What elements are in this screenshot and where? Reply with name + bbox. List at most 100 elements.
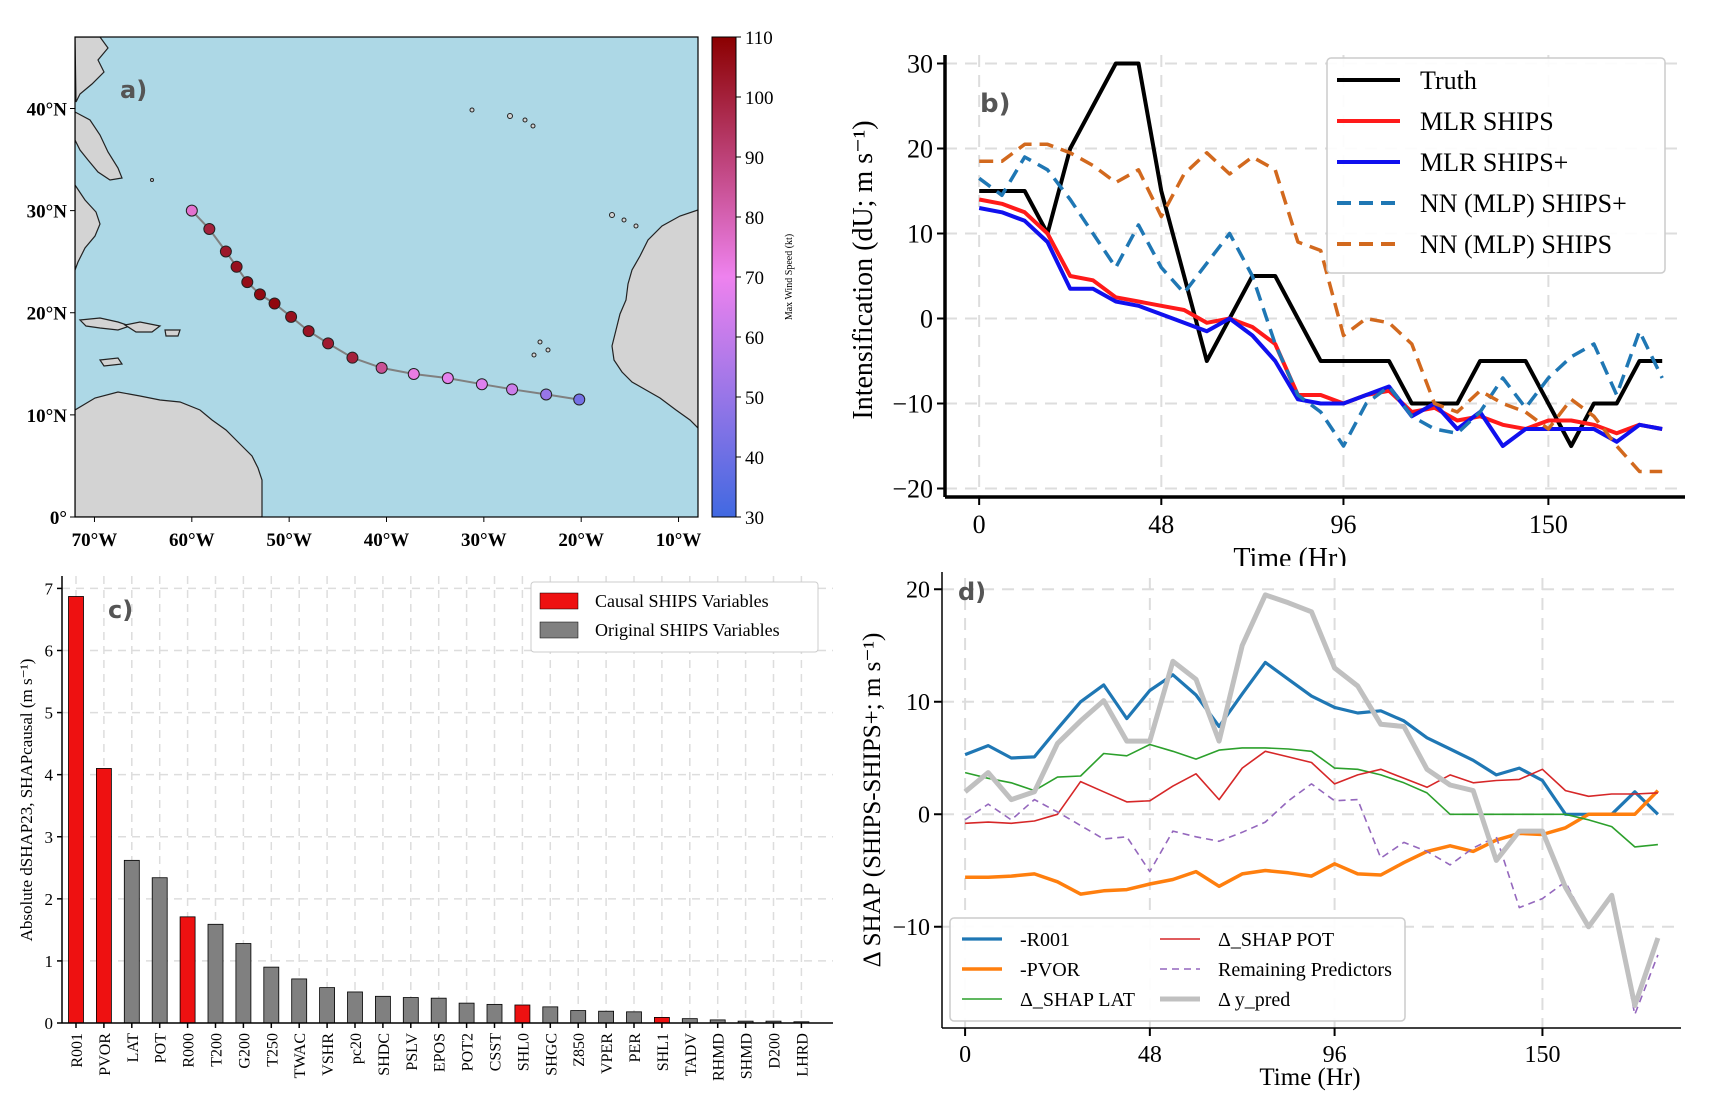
map-ytick-label: 30°N <box>27 202 68 223</box>
legend-swatch-original <box>539 621 579 639</box>
c-xtick-label: LHRD <box>794 1033 811 1077</box>
colorbar-tick-label: 110 <box>745 28 773 49</box>
b-ylabel: Intensification (dU; m s⁻¹) <box>848 120 879 419</box>
track-point <box>573 393 586 406</box>
colorbar-tick-label: 100 <box>745 88 774 109</box>
b-series <box>978 61 1664 474</box>
y-tick-label: 30 <box>907 50 933 79</box>
b-legend-label-0: Truth <box>1420 66 1477 95</box>
bar-LAT <box>123 859 140 1024</box>
series-line-0 <box>979 61 1663 448</box>
track-point <box>506 383 519 396</box>
c-xtick-label: SHDC <box>376 1033 393 1076</box>
panel-a-map: 70°W 60°W 50°W 40°W 30°W 20°W 10°W 40°N 30°N 20°N… <box>27 28 795 551</box>
bar-T250 <box>263 966 280 1024</box>
c-axis-ticks: 0 1 2 3 4 5 6 7 R001 PVOR LAT POT R000 T200 G200 T250 TW… <box>45 579 812 1081</box>
track-point <box>302 325 315 338</box>
bar-SHDC <box>374 995 391 1024</box>
c-xtick-label: SHL0 <box>515 1033 532 1071</box>
d-legend-label-1: -PVOR <box>1020 959 1081 981</box>
colorbar <box>711 36 737 518</box>
y-tick-label: −10 <box>892 390 933 419</box>
c-xtick-label: POT <box>153 1033 170 1063</box>
bar-T200 <box>207 923 224 1024</box>
bar-PSLV <box>402 997 419 1024</box>
c-xtick-label: VPER <box>599 1033 616 1074</box>
d-legend: -R001 -PVOR Δ_SHAP LAT Δ_SHAP POT Remaining … <box>949 917 1406 1022</box>
c-xtick-label: D200 <box>767 1033 784 1069</box>
legend-original: Original SHIPS Variables <box>595 620 780 640</box>
c-xtick-label: pc20 <box>348 1033 365 1064</box>
track-point <box>407 368 420 381</box>
c-xtick-label: VSHR <box>320 1033 337 1076</box>
panel-label-d: d) <box>958 578 986 606</box>
c-xtick-label: SHMD <box>739 1033 756 1079</box>
series-line-3 <box>978 155 1664 448</box>
map-axis-ticks: 70°W 60°W 50°W 40°W 30°W 20°W 10°W 40°N 30°N 20°N… <box>27 99 702 551</box>
map-ytick-label: 0° <box>50 508 67 529</box>
series-line-4 <box>979 142 1663 474</box>
bar-PER <box>626 1011 642 1024</box>
bar-CSST <box>486 1003 503 1024</box>
d-series <box>963 592 1661 1016</box>
panel-label-c: c) <box>108 596 133 624</box>
bar-POT2 <box>458 1002 475 1024</box>
legend-causal: Causal SHIPS Variables <box>595 591 769 611</box>
panel-label-b: b) <box>980 89 1011 119</box>
series-line-2 <box>964 743 1658 848</box>
map-xtick-label: 70°W <box>72 530 118 551</box>
series-line-1 <box>965 789 1660 896</box>
y-tick-label: 10 <box>906 690 930 716</box>
c-xtick-label: SHL1 <box>655 1033 672 1071</box>
x-tick-label: 96 <box>1330 510 1356 539</box>
d-xlabel: Time (Hr) <box>1259 1064 1360 1091</box>
map-xtick-label: 60°W <box>169 530 215 551</box>
c-ytick-label: 1 <box>45 952 54 971</box>
c-xtick-label: CSST <box>488 1033 505 1071</box>
b-legend-label-1: MLR SHIPS <box>1420 107 1554 136</box>
x-tick-label: 48 <box>1148 510 1174 539</box>
bar-POT <box>151 877 168 1024</box>
track-point <box>441 372 454 385</box>
bar-R001 <box>68 596 84 1024</box>
bar-PVOR <box>96 768 112 1024</box>
bar-TWAC <box>291 978 308 1024</box>
c-ytick-label: 2 <box>45 890 54 909</box>
track-point <box>375 361 388 374</box>
b-legend: Truth MLR SHIPS MLR SHIPS+ NN (MLP) SHIPS+ N… <box>1326 57 1666 274</box>
c-ylabel: Absolute dSHAP23, SHAPcausal (m s⁻¹) <box>17 659 36 942</box>
d-legend-label-4: Remaining Predictors <box>1218 959 1392 981</box>
map-xtick-label: 30°W <box>461 530 507 551</box>
c-xtick-label: PSLV <box>404 1033 421 1071</box>
colorbar-label: Max Wind Speed (kt) <box>784 234 795 320</box>
c-xtick-label: PER <box>627 1033 644 1063</box>
d-legend-label-5: Δ y_pred <box>1218 989 1290 1011</box>
map-xtick-label: 40°W <box>364 530 410 551</box>
c-ytick-label: 6 <box>45 642 54 661</box>
y-tick-label: 10 <box>907 220 933 249</box>
y-tick-label: −10 <box>892 915 930 941</box>
colorbar-tick-label: 30 <box>745 508 764 529</box>
bar-R000 <box>179 916 196 1024</box>
x-tick-label: 96 <box>1323 1042 1347 1068</box>
track-point <box>475 378 488 391</box>
d-legend-label-3: Δ_SHAP POT <box>1218 929 1334 951</box>
y-tick-label: 0 <box>920 305 933 334</box>
b-legend-label-3: NN (MLP) SHIPS+ <box>1420 189 1627 218</box>
storm-track <box>185 204 586 406</box>
track-point <box>241 276 254 289</box>
c-ytick-label: 0 <box>45 1014 54 1033</box>
y-tick-label: 20 <box>906 578 930 604</box>
map-xtick-label: 50°W <box>266 530 312 551</box>
map-xtick-label: 10°W <box>656 530 702 551</box>
b-legend-label-4: NN (MLP) SHIPS <box>1420 230 1612 259</box>
track-point <box>268 297 281 310</box>
bar-SHL0 <box>514 1004 531 1024</box>
c-xtick-label: POT2 <box>460 1033 477 1071</box>
map-ytick-label: 20°N <box>27 304 68 325</box>
colorbar-tick-label: 70 <box>745 268 764 289</box>
bar-VSHR <box>319 987 336 1024</box>
d-ylabel: Δ SHAP (SHIPS-SHIPS+; m s⁻¹) <box>859 633 886 968</box>
track-point <box>230 260 243 273</box>
panel-label-a: a) <box>120 76 147 104</box>
